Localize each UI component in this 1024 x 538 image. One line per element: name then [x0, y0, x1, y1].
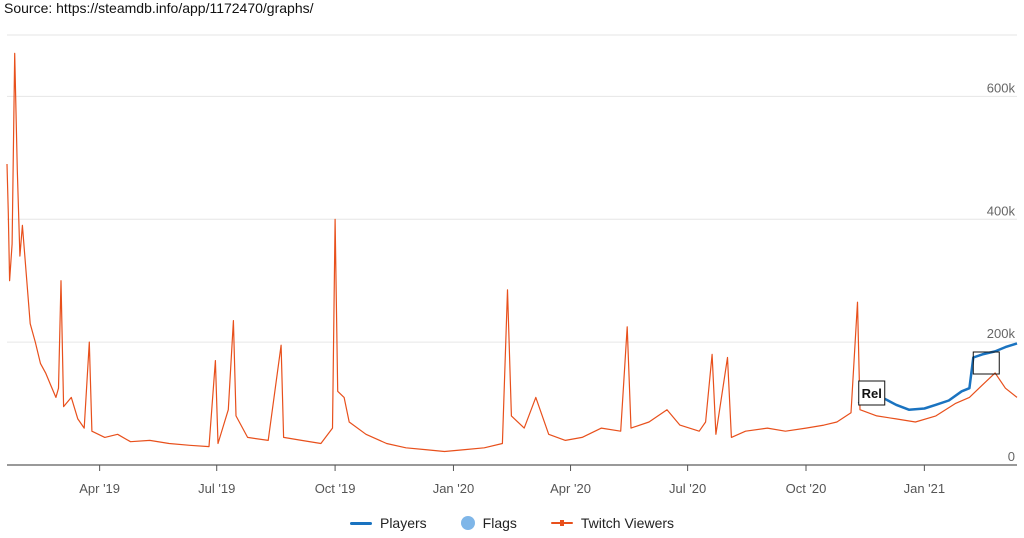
legend-item-players[interactable]: Players	[349, 515, 427, 531]
x-axis: Apr '19 Jul '19 Oct '19 Jan '20 Apr '20 Jul '…	[7, 464, 1017, 496]
flags-swatch	[460, 516, 475, 530]
annotation-box	[972, 351, 1000, 375]
x-tick-label: Jul '20	[669, 481, 706, 496]
x-tick-label: Oct '20	[786, 481, 827, 496]
legend: Players Flags Twitch Viewers	[0, 515, 1024, 531]
x-tick-label: Apr '20	[550, 481, 591, 496]
x-tick-label: Oct '19	[315, 481, 356, 496]
x-tick-label: Jan '20	[433, 481, 475, 496]
annotation-box	[858, 380, 886, 406]
y-tick-label: 0	[1008, 449, 1015, 464]
line-chart: 0 200k 400k 600k Apr '19 Jul '19 Oct '19 Jan '…	[6, 34, 1018, 496]
legend-label-flags: Flags	[482, 515, 517, 531]
y-tick-label: 400k	[987, 203, 1016, 218]
legend-item-twitch[interactable]: Twitch Viewers	[550, 515, 675, 531]
y-tick-label: 600k	[987, 80, 1016, 95]
y-tick-label: 200k	[987, 326, 1016, 341]
legend-label-players: Players	[379, 515, 427, 531]
legend-item-flags[interactable]: Flags	[460, 515, 517, 531]
annotation-layer: Rel	[858, 351, 1000, 406]
players-swatch	[349, 521, 372, 525]
source-caption: Source: https://steamdb.info/app/1172470…	[4, 0, 314, 16]
x-tick-label: Jul '19	[198, 481, 235, 496]
grid-lines	[7, 34, 1017, 343]
x-tick-label: Jan '21	[904, 481, 946, 496]
twitch-swatch	[550, 520, 573, 526]
y-axis-ticks: 0 200k 400k 600k	[987, 80, 1016, 464]
series-line-twitch-viewers	[6, 52, 1018, 453]
x-tick-label: Apr '19	[79, 481, 120, 496]
annotation-label: Rel	[862, 386, 882, 401]
legend-label-twitch: Twitch Viewers	[580, 515, 675, 531]
